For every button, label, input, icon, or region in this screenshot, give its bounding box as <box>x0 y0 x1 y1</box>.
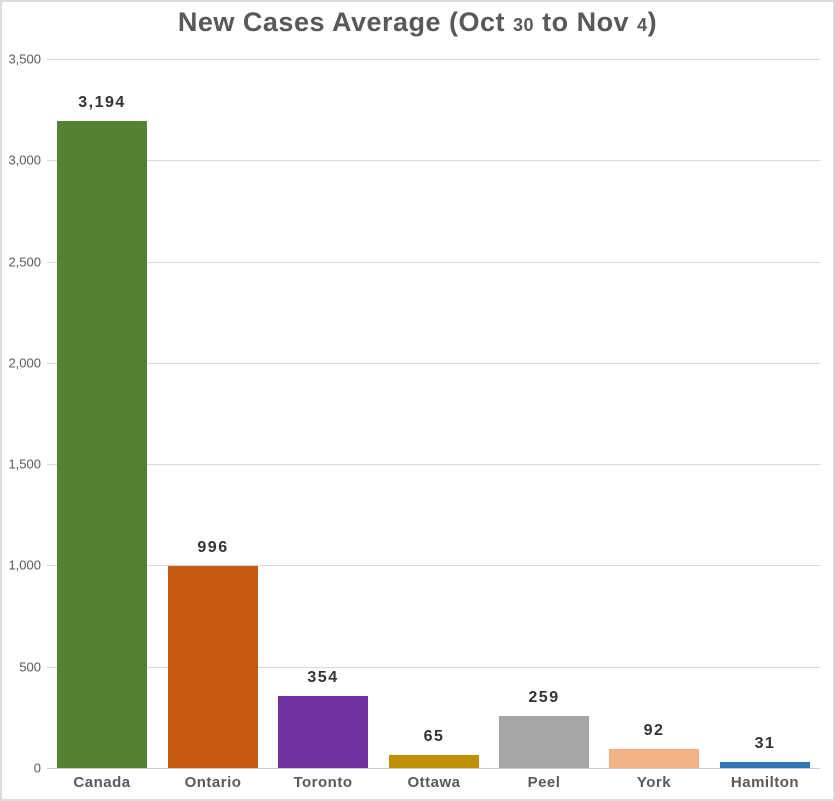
gridline <box>47 160 820 161</box>
y-axis-tick-label: 2,500 <box>8 254 41 270</box>
x-axis-category-label: Hamilton <box>730 774 800 791</box>
y-axis-tick-label: 500 <box>19 659 41 675</box>
x-axis-category-label: Peel <box>527 774 561 791</box>
x-axis-category-label: Canada <box>73 774 131 791</box>
x-axis-category-label: York <box>636 774 672 791</box>
gridline <box>47 565 820 566</box>
gridline <box>47 667 820 668</box>
bar-value-label: 92 <box>643 722 665 739</box>
bar-ottawa <box>389 755 479 768</box>
bar-value-label: 31 <box>754 735 776 752</box>
bar-value-label: 259 <box>528 689 560 706</box>
chart-title-close-paren: ) <box>647 7 658 37</box>
bar-hamilton <box>720 762 810 768</box>
chart-title-day-2: 4 <box>637 15 648 35</box>
y-axis-tick-label: 3,500 <box>8 51 41 67</box>
x-axis-line <box>47 768 820 769</box>
y-axis-tick-label: 1,000 <box>8 557 41 573</box>
chart-title-day-1: 30 <box>513 15 535 35</box>
y-axis-tick-label: 3,000 <box>8 152 41 168</box>
y-axis-tick-label: 2,000 <box>8 355 41 371</box>
x-axis-category-label: Toronto <box>293 774 353 791</box>
x-axis-category-label: Ontario <box>184 774 242 791</box>
gridline <box>47 363 820 364</box>
bar-canada <box>57 121 147 768</box>
chart-title-text: New Cases Average (Oct <box>177 7 514 37</box>
bar-peel <box>499 716 589 768</box>
chart-title-text-2: to Nov <box>534 7 638 37</box>
gridline <box>47 59 820 60</box>
bar-value-label: 65 <box>423 728 445 745</box>
bar-ontario <box>168 566 258 768</box>
chart-title: New Cases Average (Oct 30 to Nov 4) <box>0 7 835 38</box>
y-axis-tick-label: 1,500 <box>8 456 41 472</box>
bar-value-label: 996 <box>197 539 229 556</box>
x-axis-category-label: Ottawa <box>407 774 461 791</box>
bar-value-label: 3,194 <box>78 94 126 111</box>
y-axis-tick-label: 0 <box>33 760 41 776</box>
bar-value-label: 354 <box>307 669 339 686</box>
bar-toronto <box>278 696 368 768</box>
gridline <box>47 262 820 263</box>
bar-york <box>609 749 699 768</box>
gridline <box>47 464 820 465</box>
